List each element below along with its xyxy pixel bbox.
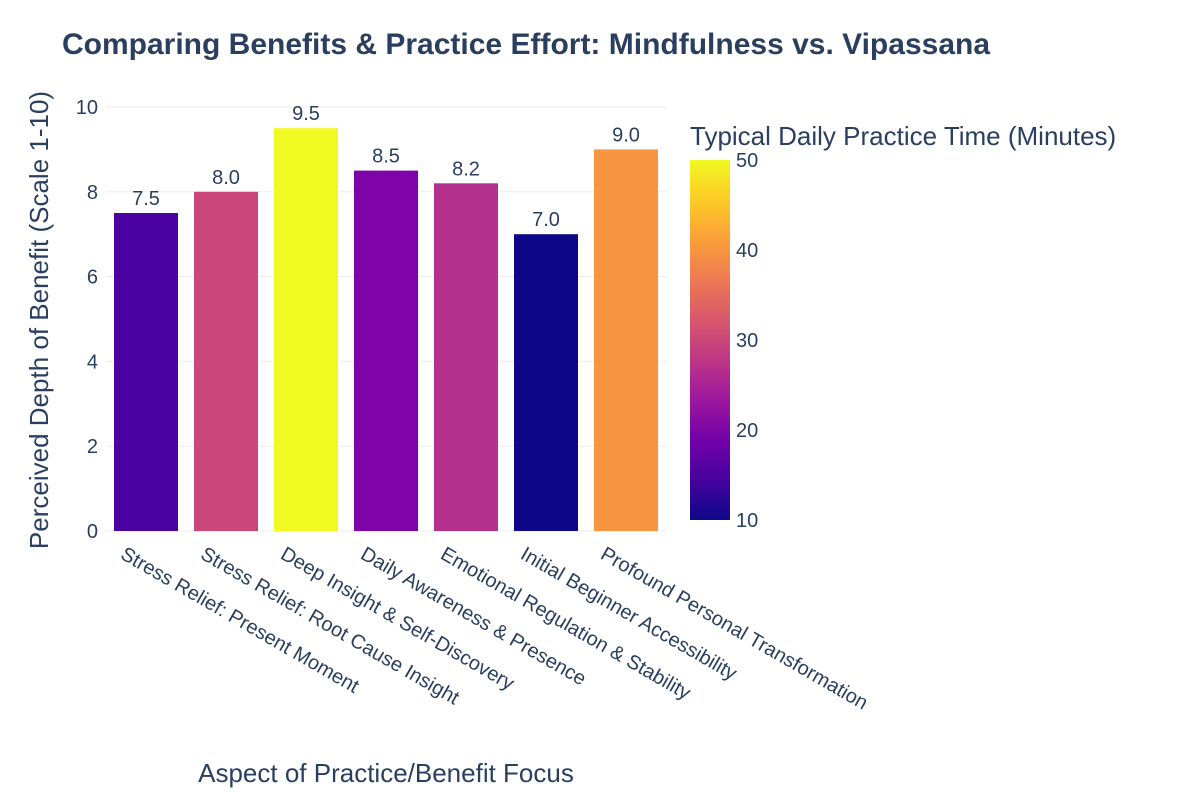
colorbar-gradient bbox=[690, 160, 730, 520]
colorbar: Typical Daily Practice Time (Minutes) 10… bbox=[690, 121, 1116, 532]
data-labels: 7.5 8.0 9.5 8.5 8.2 7.0 9.0 bbox=[132, 103, 640, 231]
data-label: 7.0 bbox=[532, 209, 560, 231]
y-tick-label: 8 bbox=[87, 182, 98, 204]
bar bbox=[194, 191, 258, 532]
chart-title: Comparing Benefits & Practice Effort: Mi… bbox=[62, 28, 990, 61]
data-label: 9.0 bbox=[612, 124, 640, 146]
y-tick-label: 10 bbox=[76, 97, 98, 119]
colorbar-tick-label: 20 bbox=[736, 420, 758, 442]
data-label: 7.5 bbox=[132, 188, 160, 210]
y-tick-label: 4 bbox=[87, 351, 98, 373]
y-axis-ticks: 0 2 4 6 8 10 bbox=[76, 97, 98, 543]
bar bbox=[594, 149, 658, 531]
data-label: 9.5 bbox=[292, 103, 320, 125]
colorbar-tick-label: 50 bbox=[736, 150, 758, 172]
y-tick-label: 0 bbox=[87, 521, 98, 543]
bar bbox=[514, 234, 578, 531]
data-label: 8.5 bbox=[372, 146, 400, 168]
colorbar-tick-label: 30 bbox=[736, 330, 758, 352]
colorbar-tick-label: 40 bbox=[736, 240, 758, 262]
bar bbox=[274, 128, 338, 531]
x-axis-title: Aspect of Practice/Benefit Focus bbox=[198, 758, 574, 788]
colorbar-ticks: 10 20 30 40 50 bbox=[736, 150, 758, 532]
bar bbox=[354, 170, 418, 531]
data-label: 8.2 bbox=[452, 158, 480, 180]
data-label: 8.0 bbox=[212, 167, 240, 189]
bar bbox=[114, 213, 178, 531]
y-axis-title: Perceived Depth of Benefit (Scale 1-10) bbox=[24, 91, 54, 549]
bars bbox=[114, 128, 658, 532]
colorbar-title: Typical Daily Practice Time (Minutes) bbox=[690, 121, 1116, 151]
colorbar-tick-label: 10 bbox=[736, 510, 758, 532]
y-tick-label: 2 bbox=[87, 436, 98, 458]
bar bbox=[434, 183, 498, 531]
y-tick-label: 6 bbox=[87, 267, 98, 289]
